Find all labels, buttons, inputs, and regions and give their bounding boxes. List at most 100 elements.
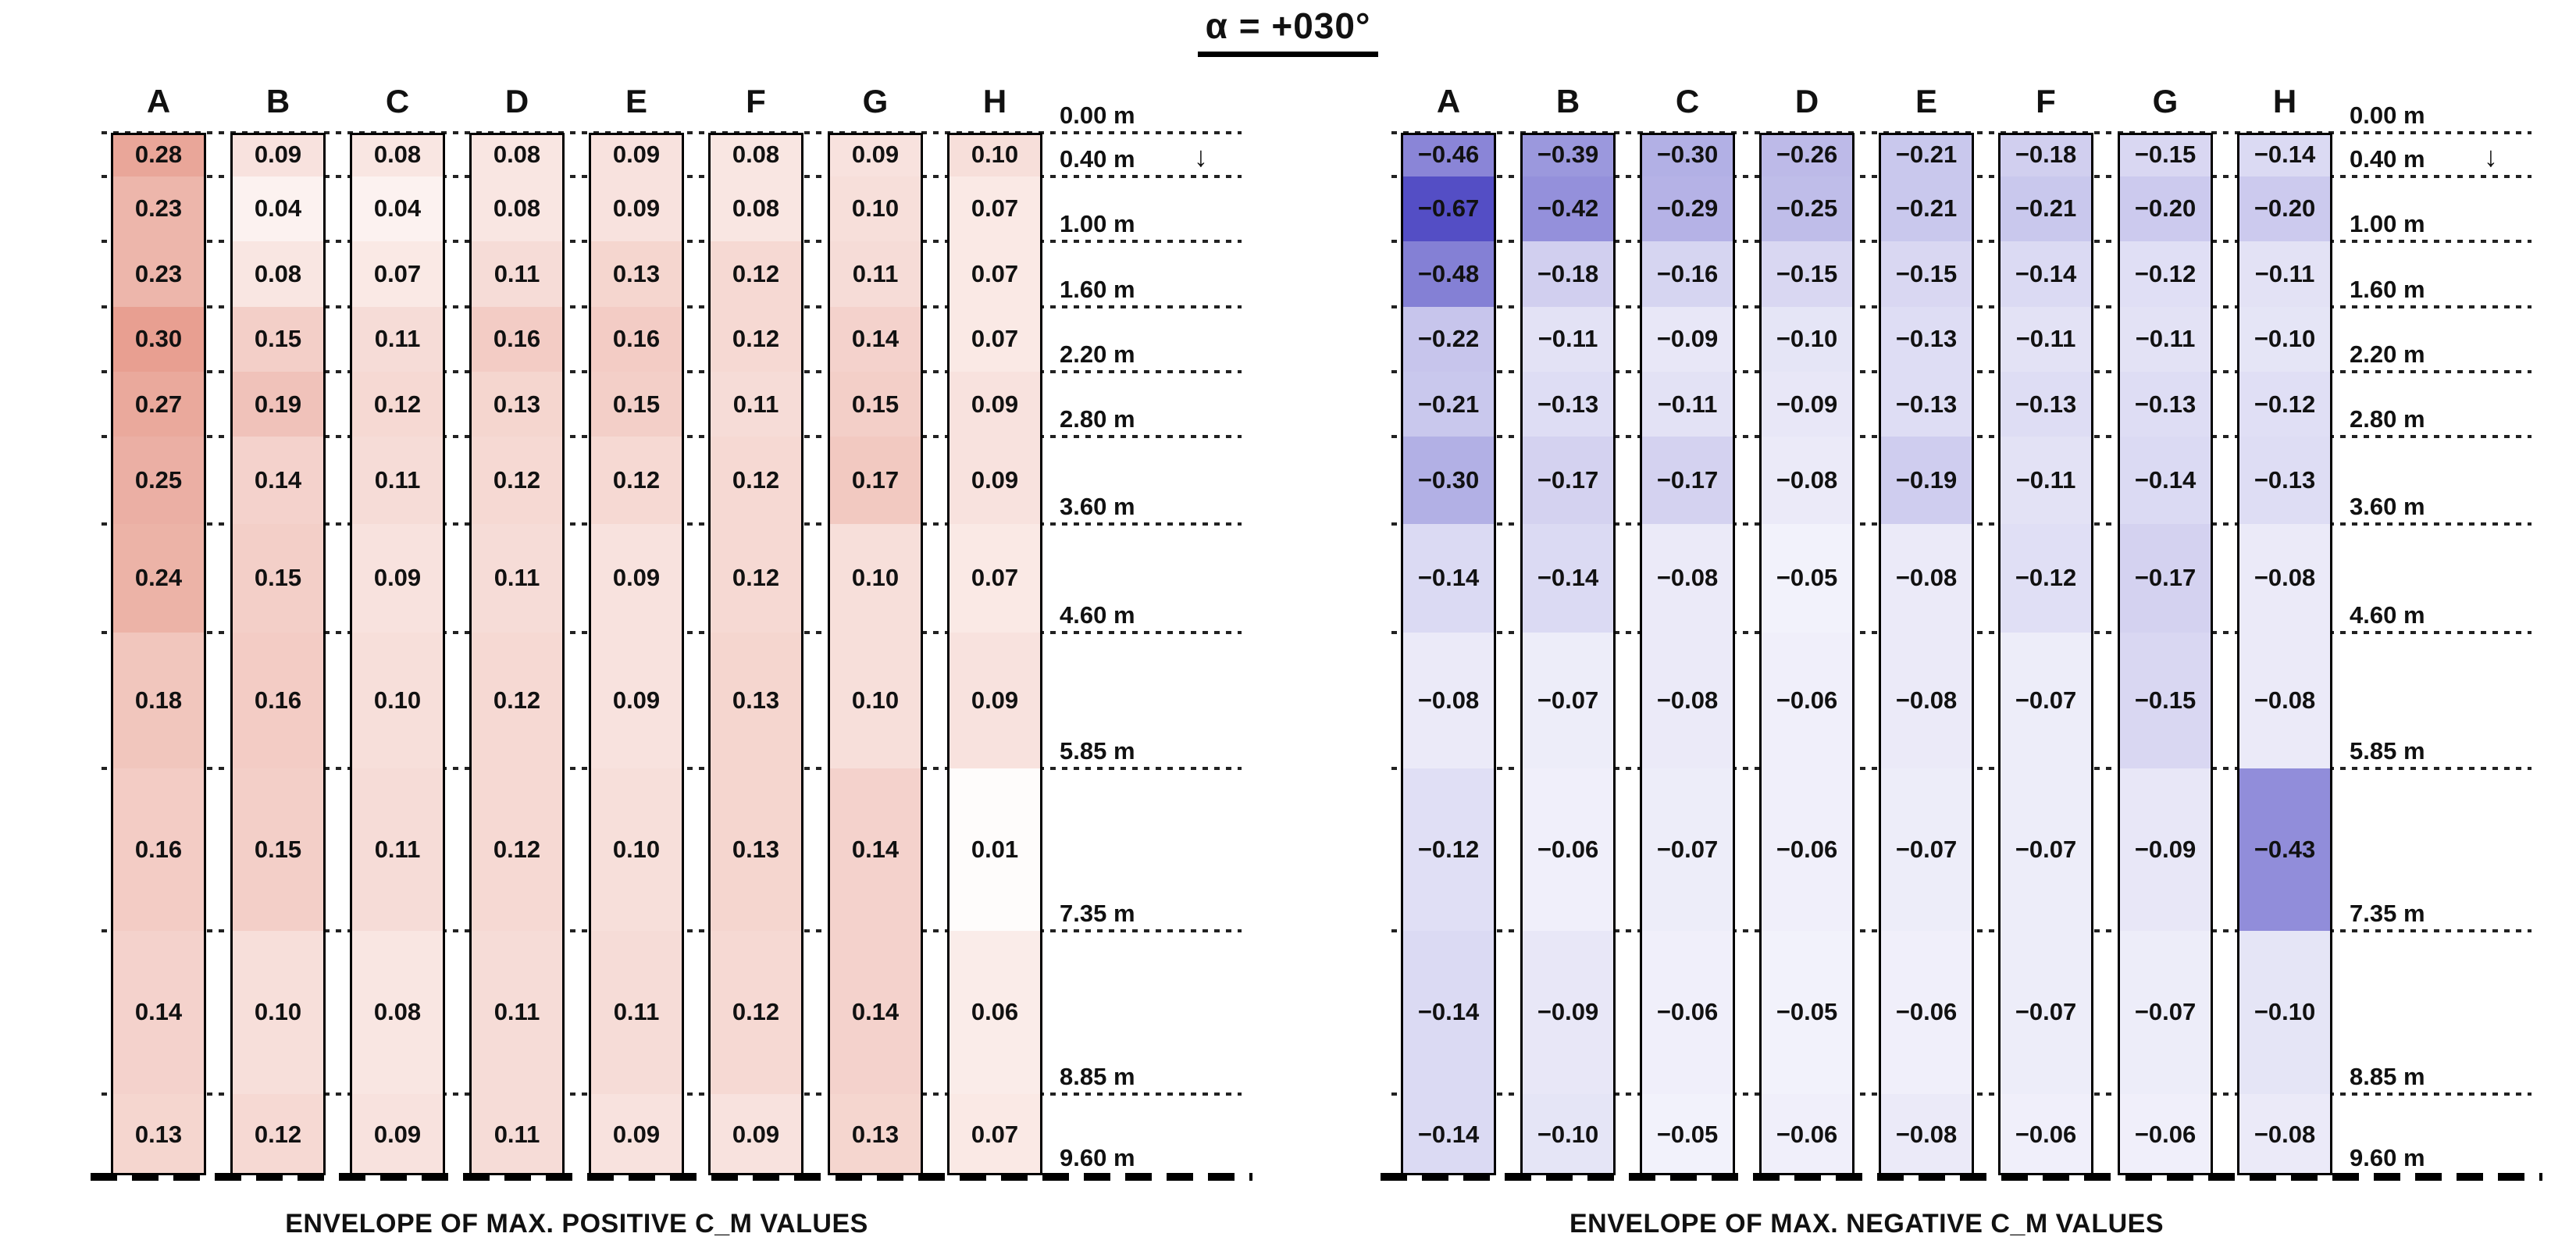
heatmap-cell: −0.12 bbox=[1401, 768, 1496, 932]
heatmap-cell: −0.07 bbox=[1520, 632, 1616, 768]
heatmap-cell: 0.13 bbox=[828, 1093, 923, 1175]
heatmap-cell: −0.08 bbox=[2237, 1093, 2332, 1175]
cell-value: 0.16 bbox=[254, 686, 302, 714]
cell-value: 0.07 bbox=[971, 194, 1019, 223]
cell-value: −0.15 bbox=[1776, 259, 1838, 287]
cell-value: −0.12 bbox=[2134, 259, 2197, 287]
cell-value: 0.11 bbox=[732, 390, 779, 418]
heatmap-cell: 0.09 bbox=[589, 523, 684, 633]
heatmap-cell: 0.15 bbox=[828, 371, 923, 437]
cell-value: −0.18 bbox=[2015, 140, 2077, 168]
cell-value: 0.12 bbox=[493, 835, 541, 863]
cell-value: −0.11 bbox=[2254, 259, 2315, 287]
cell-value: −0.11 bbox=[2135, 325, 2196, 353]
heatmap-column-A: −0.46 −0.67 −0.48 −0.22 −0.21 −0.30 −0.14 −0.08… bbox=[1401, 133, 1496, 1175]
heatmap-cell: −0.14 bbox=[1401, 931, 1496, 1094]
cell-value: −0.21 bbox=[1417, 390, 1480, 418]
cell-value: −0.15 bbox=[1895, 259, 1958, 287]
heatmap-cell: −0.06 bbox=[1520, 768, 1616, 932]
cell-value: 0.12 bbox=[612, 466, 661, 494]
heatmap-cell: 0.28 bbox=[111, 133, 206, 176]
cell-value: −0.15 bbox=[2134, 686, 2197, 714]
depth-label: 8.85 m bbox=[1060, 1062, 1135, 1090]
heatmap-cell: 0.09 bbox=[708, 1093, 803, 1175]
heatmap-cell: 0.09 bbox=[230, 133, 326, 176]
cell-value: 0.12 bbox=[732, 564, 780, 592]
column-header: H bbox=[982, 83, 1007, 119]
heatmap-cell: −0.10 bbox=[1520, 1093, 1616, 1175]
cell-value: −0.21 bbox=[2015, 194, 2077, 223]
cell-value: −0.20 bbox=[2254, 194, 2316, 223]
heatmap-cell: −0.06 bbox=[1640, 931, 1735, 1094]
heatmap-cell: 0.12 bbox=[708, 437, 803, 524]
heatmap-cell: 0.07 bbox=[947, 306, 1042, 372]
depth-label: 1.60 m bbox=[2350, 275, 2425, 303]
heatmap-cell: 0.09 bbox=[828, 133, 923, 176]
heatmap-cell: −0.09 bbox=[1520, 931, 1616, 1094]
heatmap-cell: 0.08 bbox=[350, 931, 445, 1094]
heatmap-cell: 0.09 bbox=[589, 1093, 684, 1175]
cell-value: 0.09 bbox=[612, 1120, 661, 1148]
heatmap-cell: 0.10 bbox=[230, 931, 326, 1094]
cell-value: −0.13 bbox=[1895, 325, 1958, 353]
heatmap-cell: −0.07 bbox=[1879, 768, 1974, 932]
column-header: C bbox=[385, 83, 410, 119]
heatmap-cell: 0.14 bbox=[828, 768, 923, 932]
heatmap-cell: 0.11 bbox=[350, 437, 445, 524]
heatmap-cell: −0.14 bbox=[1998, 241, 2093, 307]
cell-value: −0.15 bbox=[2134, 140, 2197, 168]
heatmap-cell: 0.11 bbox=[350, 306, 445, 372]
heatmap-column-F: 0.08 0.08 0.12 0.12 0.11 0.12 0.12 0.13 0.13 0.12… bbox=[708, 133, 803, 1175]
cell-value: 0.11 bbox=[493, 259, 540, 287]
depth-label: 1.60 m bbox=[1060, 275, 1135, 303]
cell-value: −0.06 bbox=[1776, 1120, 1838, 1148]
cell-value: −0.08 bbox=[1656, 564, 1719, 592]
heatmap-cell: −0.06 bbox=[1759, 632, 1855, 768]
cell-value: −0.43 bbox=[2254, 835, 2316, 863]
heatmap-cell: −0.08 bbox=[1759, 437, 1855, 524]
cell-value: 0.12 bbox=[732, 325, 780, 353]
heatmap-cell: −0.18 bbox=[1998, 133, 2093, 176]
heatmap-cell: 0.08 bbox=[230, 241, 326, 307]
heatmap-cell: −0.17 bbox=[1520, 437, 1616, 524]
cell-value: −0.46 bbox=[1417, 140, 1480, 168]
heatmap-cell: −0.18 bbox=[1520, 241, 1616, 307]
heatmap-cell: −0.05 bbox=[1759, 931, 1855, 1094]
heatmap-cell: −0.06 bbox=[2118, 1093, 2213, 1175]
down-arrow-icon: ↓ bbox=[2484, 140, 2498, 173]
cell-value: −0.08 bbox=[1656, 686, 1719, 714]
cell-value: −0.22 bbox=[1417, 325, 1480, 353]
heatmap-cell: −0.21 bbox=[1998, 176, 2093, 242]
heatmap-cell: 0.10 bbox=[350, 632, 445, 768]
column-header: E bbox=[625, 83, 647, 119]
heatmap-column-E: 0.09 0.09 0.13 0.16 0.15 0.12 0.09 0.09 0.10 0.11… bbox=[589, 133, 684, 1175]
heatmap-cell: 0.09 bbox=[589, 632, 684, 768]
heatmap-cell: −0.11 bbox=[1520, 306, 1616, 372]
cell-value: −0.14 bbox=[1417, 998, 1480, 1026]
cell-value: −0.26 bbox=[1776, 140, 1838, 168]
ground-dashed-line bbox=[1381, 1173, 2542, 1181]
cell-value: 0.12 bbox=[732, 259, 780, 287]
cell-value: 0.12 bbox=[373, 390, 422, 418]
cell-value: −0.10 bbox=[2254, 325, 2316, 353]
cell-value: −0.09 bbox=[1776, 390, 1838, 418]
heatmap-cell: −0.07 bbox=[2118, 931, 2213, 1094]
heatmap-cell: −0.12 bbox=[1998, 523, 2093, 633]
heatmap-column-A: 0.28 0.23 0.23 0.30 0.27 0.25 0.24 0.18 0.16 0.14… bbox=[111, 133, 206, 1175]
heatmap-cell: −0.48 bbox=[1401, 241, 1496, 307]
heatmap-cell: 0.10 bbox=[828, 632, 923, 768]
heatmap-cell: −0.10 bbox=[2237, 931, 2332, 1094]
heatmap-cell: −0.26 bbox=[1759, 133, 1855, 176]
depth-label: 0.00 m bbox=[1060, 102, 1135, 129]
heatmap-cell: −0.11 bbox=[2118, 306, 2213, 372]
heatmap-cell: −0.30 bbox=[1401, 437, 1496, 524]
heatmap-cell: 0.10 bbox=[828, 523, 923, 633]
heatmap-cell: −0.67 bbox=[1401, 176, 1496, 242]
cell-value: −0.13 bbox=[2015, 390, 2077, 418]
depth-label: 0.00 m bbox=[2350, 102, 2425, 129]
column-header: B bbox=[1555, 83, 1580, 119]
page-title-text: α = +030° bbox=[1197, 5, 1379, 57]
heatmap-cell: −0.07 bbox=[1998, 632, 2093, 768]
chart-caption-negative: ENVELOPE OF MAX. NEGATIVE C_M VALUES bbox=[1569, 1209, 2164, 1239]
